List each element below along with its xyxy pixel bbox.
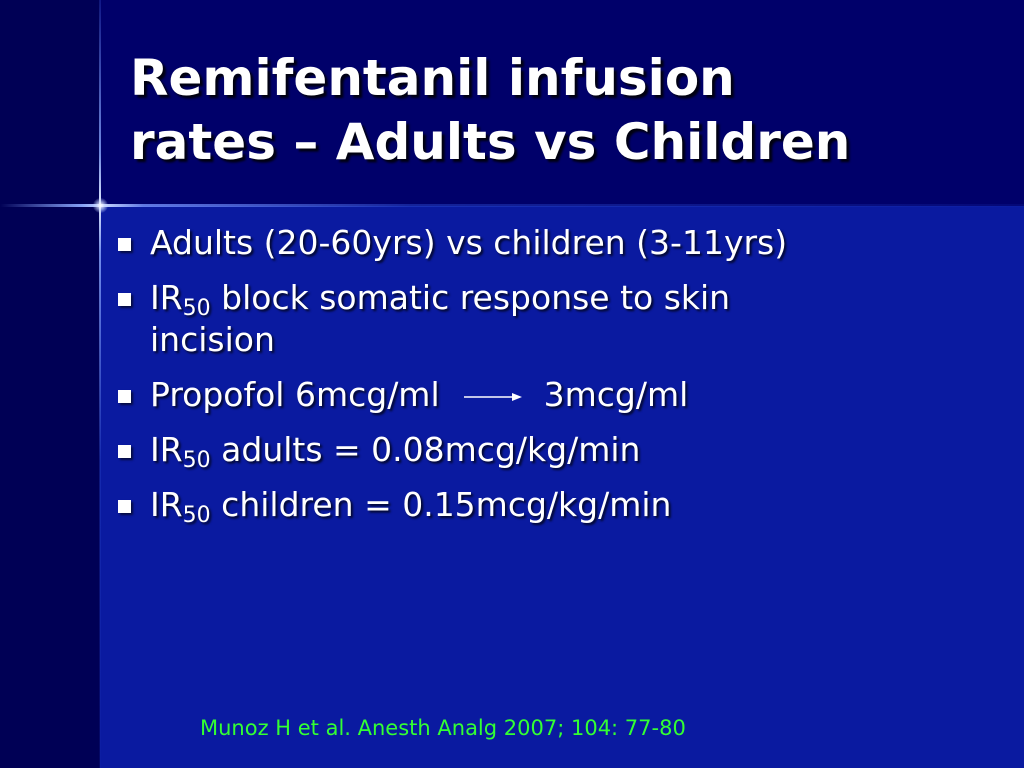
vertical-glow-line [99,0,101,768]
citation-text: Munoz H et al. Anesth Analg 2007; 104: 7… [200,716,686,740]
title-line-1: Remifentanil infusion [130,49,735,107]
bullet-square-icon [118,500,131,513]
ir-prefix: IR [150,430,183,469]
bullet-item-ir50-adults: IR50 adults = 0.08mcg/kg/min [116,429,996,473]
ir-prefix: IR [150,485,183,524]
sparkle-icon [93,198,108,213]
bullet-square-icon [118,445,131,458]
bullet-list: Adults (20-60yrs) vs children (3-11yrs) … [116,222,996,539]
bullet-square-icon [118,390,131,403]
ir-prefix: IR [150,278,183,317]
bullet-text: Adults (20-60yrs) vs children (3-11yrs) [150,223,788,262]
bullet-item-propofol: Propofol 6mcg/ml 3mcg/ml [116,374,996,416]
bullet-item-ir50-definition: IR50 block somatic response to skin inci… [116,277,996,361]
bullet-square-icon [118,238,131,251]
bullet-line-1: IR50 block somatic response to skin [150,277,996,321]
bullet-text: block somatic response to skin [221,278,731,317]
bullet-item-age-groups: Adults (20-60yrs) vs children (3-11yrs) [116,222,996,264]
ir-subscript: 50 [182,296,211,321]
bullet-text: children = 0.15mcg/kg/min [221,485,672,524]
ir-subscript: 50 [182,448,211,473]
left-strip [0,0,100,768]
ir-subscript: 50 [182,503,211,528]
propofol-from: Propofol 6mcg/ml [150,375,440,414]
bullet-item-ir50-children: IR50 children = 0.15mcg/kg/min [116,484,996,528]
propofol-to: 3mcg/ml [543,375,689,414]
bullet-square-icon [118,293,131,306]
bullet-text: adults = 0.08mcg/kg/min [221,430,641,469]
title-line-2: rates – Adults vs Children [130,113,851,171]
content-area [100,206,1024,768]
title-band [100,0,1024,206]
horizontal-glow-line [0,204,1024,207]
slide-title: Remifentanil infusion rates – Adults vs … [130,46,1010,174]
bullet-line-2: incision [150,320,275,359]
arrow-right-icon [462,387,524,407]
